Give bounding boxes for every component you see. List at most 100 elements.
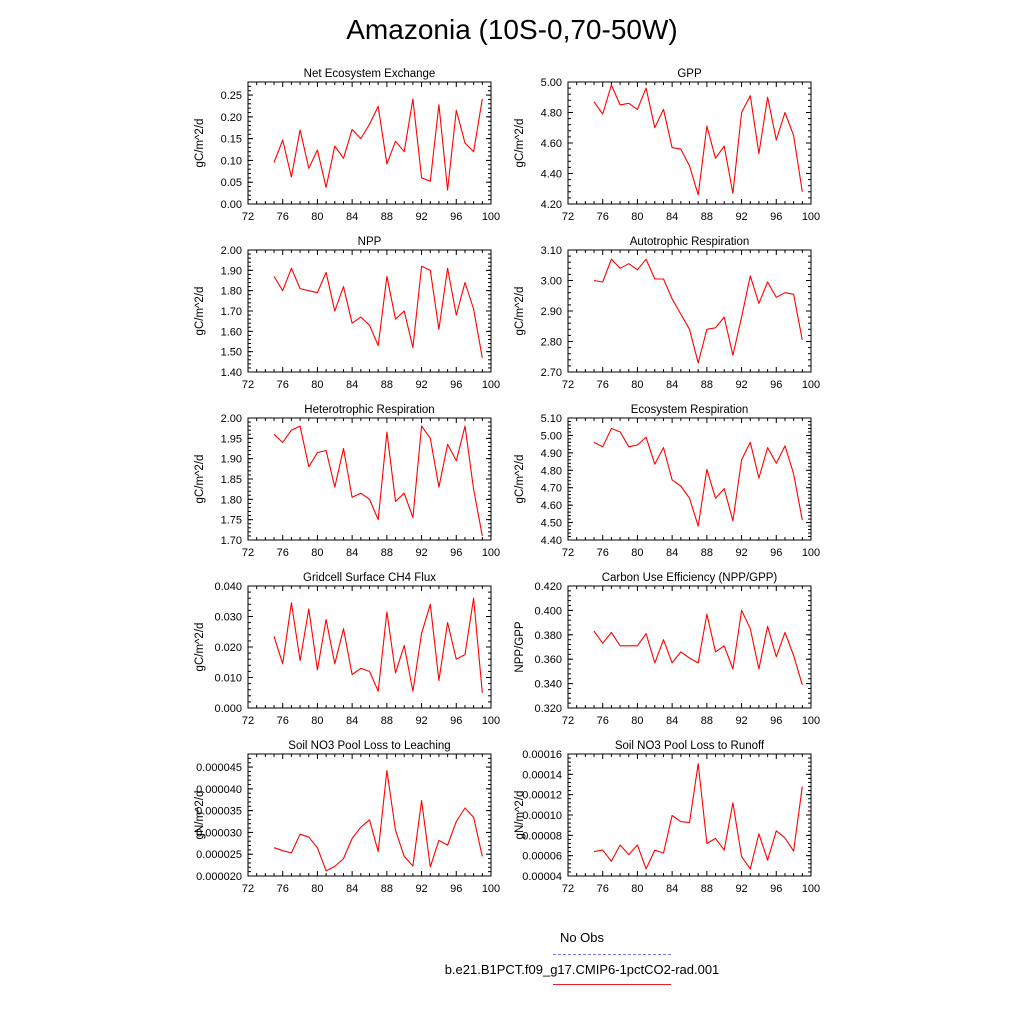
chart-4-ytick-label: 3.00 [541, 276, 562, 288]
chart-4-xtick-label: 84 [666, 379, 678, 391]
chart-3-ytick-label: 2.00 [221, 245, 242, 257]
chart-6-series-line [593, 427, 803, 527]
chart-9-xtick-label: 72 [242, 883, 254, 895]
chart-5-ytick-label: 1.90 [221, 454, 242, 466]
chart-2-ytick-label: 4.60 [541, 138, 562, 150]
chart-8-ytick-label: 0.360 [534, 654, 562, 666]
chart-2-xtick-label: 84 [666, 211, 678, 223]
chart-3-ytick-label: 1.90 [221, 265, 242, 277]
chart-7-ytick-label: 0.040 [214, 581, 242, 593]
chart-1-xtick-label: 100 [482, 211, 500, 223]
chart-4-ytick-label: 2.70 [541, 367, 562, 379]
chart-5-ytick-label: 1.80 [221, 494, 242, 506]
chart-2-ytick-label: 4.20 [541, 199, 562, 211]
chart-3-ytick-label: 1.70 [221, 306, 242, 318]
chart-9-ytick-label: 0.000020 [196, 871, 242, 883]
chart-4-ytick-label: 2.80 [541, 337, 562, 349]
chart-3-xtick-label: 100 [482, 379, 500, 391]
legend-label-no-obs: No Obs [559, 930, 605, 945]
chart-8-xtick-label: 80 [631, 715, 643, 727]
chart-1-xtick-label: 96 [450, 211, 462, 223]
chart-8-xtick-label: 76 [597, 715, 609, 727]
chart-8-series-line [593, 609, 803, 685]
legend-label-run: b.e21.B1PCT.f09_g17.CMIP6-1pctCO2-rad.00… [444, 962, 720, 977]
chart-4-xtick-label: 96 [770, 379, 782, 391]
chart-10-ytick-label: 0.00008 [522, 830, 562, 842]
chart-6-xtick-label: 88 [701, 547, 713, 559]
chart-5-xtick-label: 76 [277, 547, 289, 559]
chart-2-xtick-label: 76 [597, 211, 609, 223]
chart-1-ytick-label: 0.05 [221, 177, 242, 189]
chart-5-xtick-label: 80 [311, 547, 323, 559]
chart-10-frame [567, 753, 812, 877]
chart-5-ytick-label: 2.00 [221, 413, 242, 425]
chart-7-ytick-label: 0.030 [214, 612, 242, 624]
chart-10-xtick-label: 76 [597, 883, 609, 895]
chart-9-xtick-label: 84 [346, 883, 358, 895]
chart-4-xtick-label: 100 [802, 379, 820, 391]
chart-6-frame [567, 417, 812, 541]
chart-3-ylabel: gC/m^2/d [194, 287, 206, 336]
chart-7-title: Gridcell Surface CH4 Flux [303, 572, 436, 584]
chart-3-ytick-label: 1.50 [221, 347, 242, 359]
chart-5-title: Heterotrophic Respiration [304, 404, 434, 416]
chart-10-ytick-label: 0.00012 [522, 790, 562, 802]
chart-6-xtick-label: 84 [666, 547, 678, 559]
chart-1-xtick-label: 84 [346, 211, 358, 223]
chart-7-xtick-label: 76 [277, 715, 289, 727]
chart-3-ytick-label: 1.40 [221, 367, 242, 379]
chart-4-series-line [593, 258, 803, 364]
chart-9-ytick-label: 0.000030 [196, 827, 242, 839]
chart-10-xtick-label: 88 [701, 883, 713, 895]
chart-9-xtick-label: 80 [311, 883, 323, 895]
chart-4-title: Autotrophic Respiration [630, 236, 750, 248]
chart-6-ylabel: gC/m^2/d [514, 455, 526, 504]
chart-2-ytick-label: 5.00 [541, 77, 562, 89]
chart-1-xtick-label: 88 [381, 211, 393, 223]
chart-9-series-line [273, 770, 483, 872]
chart-7-ytick-label: 0.000 [214, 703, 242, 715]
chart-7-xtick-label: 72 [242, 715, 254, 727]
chart-7-xtick-label: 100 [482, 715, 500, 727]
chart-7-ytick-label: 0.010 [214, 673, 242, 685]
chart-3-xtick-label: 72 [242, 379, 254, 391]
chart-6-xtick-label: 92 [735, 547, 747, 559]
chart-8-ytick-label: 0.380 [534, 630, 562, 642]
chart-6-xtick-label: 80 [631, 547, 643, 559]
chart-9-xtick-label: 88 [381, 883, 393, 895]
chart-6-xtick-label: 76 [597, 547, 609, 559]
chart-8-ylabel: NPP/GPP [514, 621, 526, 672]
chart-3-title: NPP [358, 236, 382, 248]
chart-10-ylabel: gN/m^2/d [514, 791, 526, 840]
chart-5-ytick-label: 1.75 [221, 515, 242, 527]
chart-8-xtick-label: 84 [666, 715, 678, 727]
chart-7-xtick-label: 84 [346, 715, 358, 727]
chart-1-series-line [273, 98, 483, 191]
chart-1-title: Net Ecosystem Exchange [304, 68, 436, 80]
chart-8-ytick-label: 0.420 [534, 581, 562, 593]
chart-6-ytick-label: 4.70 [541, 483, 562, 495]
chart-7-ytick-label: 0.020 [214, 642, 242, 654]
chart-10-ytick-label: 0.00014 [522, 769, 562, 781]
chart-10-xtick-label: 72 [562, 883, 574, 895]
chart-9-title: Soil NO3 Pool Loss to Leaching [288, 740, 450, 752]
chart-1-xtick-label: 92 [415, 211, 427, 223]
chart-3-frame [247, 249, 492, 373]
chart-5-xtick-label: 84 [346, 547, 358, 559]
chart-10-xtick-label: 80 [631, 883, 643, 895]
legend-line-run [553, 984, 671, 985]
chart-6-ytick-label: 5.00 [541, 430, 562, 442]
chart-4-ytick-label: 2.90 [541, 306, 562, 318]
chart-5-xtick-label: 88 [381, 547, 393, 559]
chart-7-series-line [273, 597, 483, 693]
chart-1-ytick-label: 0.25 [221, 90, 242, 102]
chart-2-xtick-label: 72 [562, 211, 574, 223]
chart-7-xtick-label: 92 [415, 715, 427, 727]
page-title: Amazonia (10S-0,70-50W) [346, 14, 678, 45]
chart-8-ytick-label: 0.320 [534, 703, 562, 715]
chart-6-title: Ecosystem Respiration [631, 404, 749, 416]
chart-2-xtick-label: 92 [735, 211, 747, 223]
chart-10-xtick-label: 96 [770, 883, 782, 895]
chart-3-xtick-label: 84 [346, 379, 358, 391]
chart-5-series-line [273, 425, 483, 537]
